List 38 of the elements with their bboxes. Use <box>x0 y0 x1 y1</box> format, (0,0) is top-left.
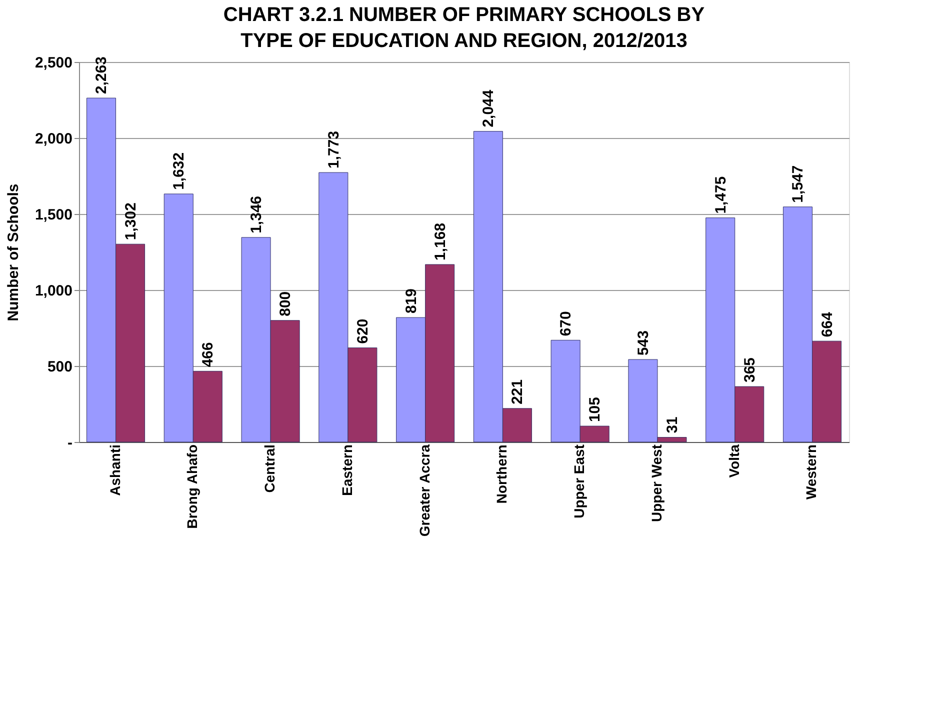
y-tick-label: 1,500 <box>34 206 72 224</box>
data-label: 1,302 <box>122 202 140 240</box>
y-tick-label: 2,000 <box>34 130 72 148</box>
data-label: 1,475 <box>712 176 730 214</box>
x-tick-label: Northern <box>494 444 510 504</box>
data-label: 664 <box>818 311 836 338</box>
data-label: 1,632 <box>170 152 188 190</box>
data-label: 2,263 <box>93 56 110 94</box>
x-tick-label: Greater Accra <box>416 444 432 537</box>
x-tick-label: Central <box>262 444 278 493</box>
data-label: 105 <box>586 397 604 422</box>
y-tick-label: 500 <box>47 358 72 376</box>
data-label: 819 <box>402 288 420 314</box>
x-tick-label: Upper West <box>648 444 664 522</box>
x-tick-label: Brong Ahafo <box>184 444 200 529</box>
chart-title: CHART 3.2.1 NUMBER OF PRIMARY SCHOOLS BY TYPE OF EDUCATION AND REGION, 2012/2013 <box>223 4 706 52</box>
y-tick-label: - <box>68 434 72 452</box>
y-tick-label: 2,500 <box>34 54 72 72</box>
data-label: 365 <box>741 357 758 383</box>
x-tick-label: Eastern <box>338 444 355 496</box>
data-label: 620 <box>354 318 372 344</box>
data-label: 466 <box>200 342 217 368</box>
x-tick-label: Western <box>803 444 820 500</box>
x-tick-label: Upper East <box>571 444 588 518</box>
data-label: 800 <box>277 291 294 316</box>
data-label: 2,044 <box>480 89 498 128</box>
data-label: 1,547 <box>790 165 807 203</box>
data-label: 1,346 <box>248 196 266 234</box>
data-label: 1,773 <box>325 130 342 169</box>
data-label: 543 <box>634 330 652 356</box>
y-tick-label: 1,000 <box>34 282 72 300</box>
x-tick-label: Volta <box>726 444 742 478</box>
data-label: 670 <box>558 311 575 336</box>
y-axis-title: Number of Schools <box>4 184 22 322</box>
data-label: 31 <box>664 416 681 434</box>
data-label: 1,168 <box>432 222 449 260</box>
data-label: 221 <box>509 379 526 404</box>
x-tick-label: Ashanti <box>106 444 123 496</box>
